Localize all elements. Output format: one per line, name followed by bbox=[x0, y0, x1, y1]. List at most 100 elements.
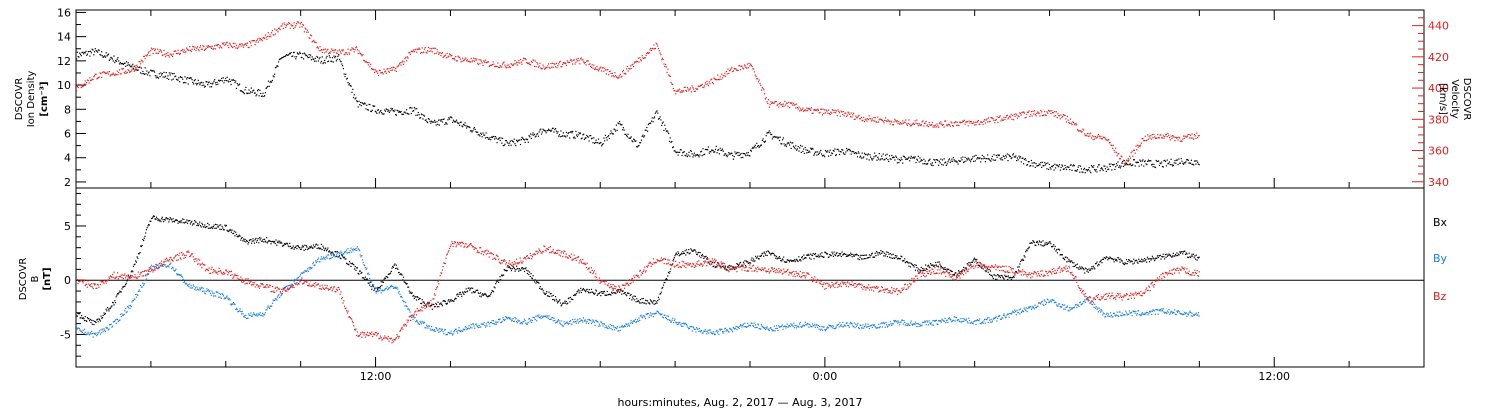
velocity-point bbox=[430, 48, 433, 50]
density-point bbox=[691, 153, 693, 155]
density-point bbox=[1139, 159, 1141, 161]
bx-point bbox=[353, 264, 355, 266]
velocity-point bbox=[306, 31, 308, 33]
bx-point bbox=[835, 253, 837, 255]
velocity-point bbox=[76, 90, 78, 92]
by-point bbox=[339, 252, 341, 254]
by-point bbox=[155, 263, 157, 265]
bx-point bbox=[733, 266, 735, 268]
bx-point bbox=[351, 262, 353, 264]
density-point bbox=[739, 153, 742, 155]
bx-point bbox=[1151, 258, 1153, 260]
velocity-point bbox=[147, 52, 149, 54]
velocity-point bbox=[299, 26, 301, 28]
density-point bbox=[226, 76, 228, 78]
density-point bbox=[461, 125, 463, 127]
by-point bbox=[218, 292, 220, 295]
by-point bbox=[222, 294, 224, 296]
density-point bbox=[421, 114, 423, 116]
density-point bbox=[674, 150, 676, 152]
bx-point bbox=[356, 267, 358, 269]
bx-point bbox=[421, 299, 423, 301]
density-point bbox=[170, 72, 172, 74]
density-point bbox=[360, 101, 362, 104]
bx-point bbox=[202, 226, 204, 228]
velocity-point bbox=[874, 117, 876, 119]
bx-point bbox=[1146, 256, 1148, 258]
bx-point bbox=[372, 285, 374, 287]
density-point bbox=[803, 152, 805, 155]
density-point bbox=[846, 150, 848, 152]
velocity-point bbox=[213, 48, 215, 50]
density-point bbox=[1097, 166, 1099, 168]
velocity-point bbox=[1051, 112, 1054, 114]
velocity-point bbox=[336, 52, 338, 54]
velocity-point bbox=[468, 60, 470, 62]
velocity-point bbox=[189, 46, 191, 48]
by-point bbox=[358, 248, 360, 250]
density-point bbox=[811, 147, 813, 149]
velocity-point bbox=[1112, 147, 1114, 149]
density-point bbox=[397, 110, 399, 112]
bx-point bbox=[796, 258, 798, 260]
bx-point bbox=[945, 268, 947, 271]
bx-point bbox=[390, 270, 392, 272]
density-point bbox=[704, 153, 706, 155]
density-point bbox=[501, 137, 504, 139]
density-point bbox=[1052, 164, 1054, 167]
density-point bbox=[838, 150, 840, 152]
bx-point bbox=[477, 292, 479, 294]
bx-point bbox=[802, 258, 804, 260]
density-point bbox=[567, 132, 569, 135]
density-point bbox=[1094, 170, 1096, 172]
velocity-point bbox=[1066, 115, 1068, 118]
bx-point bbox=[1197, 256, 1199, 259]
density-point bbox=[1183, 163, 1185, 165]
by-point bbox=[269, 305, 271, 307]
bx-point bbox=[1176, 252, 1178, 254]
density-point bbox=[1161, 161, 1163, 163]
velocity-point bbox=[340, 52, 342, 54]
velocity-point bbox=[720, 78, 722, 80]
bx-point bbox=[661, 287, 663, 289]
velocity-point bbox=[1183, 137, 1185, 139]
density-point bbox=[837, 148, 839, 150]
density-point bbox=[348, 84, 350, 86]
velocity-point bbox=[1184, 135, 1186, 137]
bx-point bbox=[267, 241, 269, 243]
density-point bbox=[1086, 169, 1088, 171]
by-point bbox=[121, 313, 123, 315]
velocity-point bbox=[530, 64, 532, 66]
density-point bbox=[237, 84, 239, 86]
by-point bbox=[94, 333, 96, 335]
velocity-point bbox=[765, 97, 767, 99]
velocity-point bbox=[331, 50, 334, 52]
density-point bbox=[596, 142, 598, 144]
velocity-point bbox=[223, 42, 225, 44]
velocity-point bbox=[860, 118, 862, 120]
velocity-point bbox=[357, 52, 359, 55]
bx-point bbox=[835, 255, 837, 257]
density-point bbox=[187, 83, 189, 85]
density-point bbox=[324, 59, 326, 61]
density-point bbox=[890, 158, 892, 160]
velocity-point bbox=[132, 68, 135, 71]
velocity-point bbox=[1013, 113, 1015, 115]
density-point bbox=[79, 52, 81, 54]
bx-point bbox=[373, 289, 375, 291]
density-point bbox=[847, 149, 849, 151]
density-point bbox=[688, 151, 690, 153]
density-point bbox=[595, 139, 597, 141]
velocity-point bbox=[279, 29, 281, 31]
bx-point bbox=[600, 291, 603, 293]
density-point bbox=[849, 150, 852, 152]
density-point bbox=[650, 120, 653, 122]
velocity-point bbox=[521, 63, 523, 65]
velocity-point bbox=[490, 64, 492, 66]
density-point bbox=[963, 161, 965, 164]
velocity-point bbox=[181, 50, 183, 52]
by-point bbox=[317, 258, 319, 261]
density-point bbox=[1136, 161, 1139, 163]
by-point bbox=[310, 267, 312, 269]
velocity-point bbox=[1126, 160, 1128, 162]
